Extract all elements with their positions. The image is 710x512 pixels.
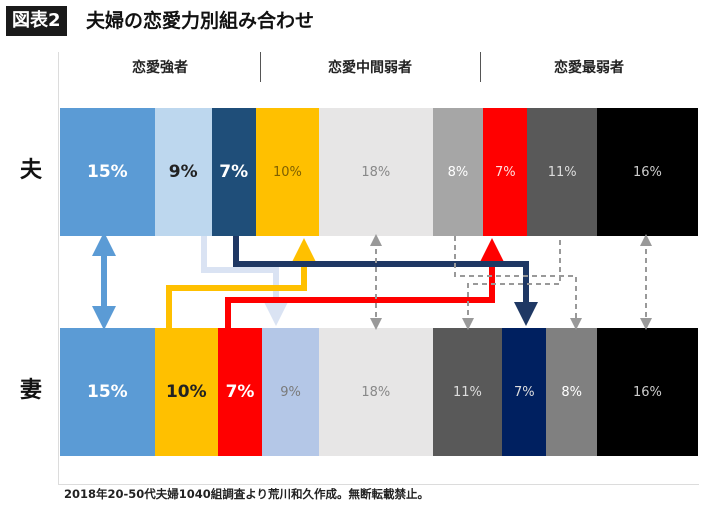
bar-value-label: 7% [219,162,249,182]
bar-segment: 16% [596,328,698,456]
bar-value-label: 18% [361,164,391,180]
source-footnote: 2018年20-50代夫婦1040組調査より荒川和久作成。無断転載禁止。 [64,487,430,501]
wife-stacked-bar: 15% 10% 7% 9% 18% 11% 7% 8% 16% [60,328,698,456]
bar-segment: 9% [262,328,319,456]
bar-segment: 7% [217,328,263,456]
bar-segment: 7% [211,108,256,236]
bar-segment: 16% [596,108,698,236]
link-husband11-wife11 [462,240,561,330]
bar-value-label: 7% [225,382,255,402]
bar-segment: 10% [255,108,319,236]
bar-segment: 7% [502,328,547,456]
row-label-wife: 妻 [19,378,42,403]
link-wife10-husband10 [166,238,316,328]
bar-segment: 10% [154,328,218,456]
bar-segment: 15% [60,328,155,456]
bar-value-label: 15% [87,162,128,182]
bar-segment: 11% [527,108,597,236]
chart-frame [58,52,699,485]
bar-value-label: 18% [361,384,391,400]
bar-value-label: 11% [452,384,482,400]
husband-stacked-bar: 15% 9% 7% 10% 18% 8% 7% 11% 16% [60,108,698,236]
bar-value-label: 16% [633,384,662,400]
group-divider-1 [260,52,261,82]
bar-value-label: 7% [495,164,516,180]
row-label-husband: 夫 [19,158,42,183]
bar-value-label: 8% [561,384,582,400]
bar-value-label: 9% [280,384,301,400]
group-label-weakest: 恋愛最弱者 [554,60,624,76]
bar-segment: 18% [318,328,433,456]
group-label-strong: 恋愛強者 [132,60,188,76]
group-label-middle: 恋愛中間弱者 [328,60,412,76]
link-husband9-wife9 [201,236,288,326]
bar-value-label: 11% [547,164,577,180]
link-husband8-wife8 [454,236,582,330]
figure-number-badge: 図表2 [6,6,67,36]
bar-segment: 9% [154,108,212,236]
bar-value-label: 15% [87,382,128,402]
bar-segment: 8% [432,108,484,236]
chart-title: 夫婦の恋愛力別組み合わせ [86,10,315,32]
bar-value-label: 7% [513,384,535,400]
bar-value-label: 8% [447,164,469,180]
bar-segment: 8% [546,328,597,456]
group-divider-2 [480,52,481,82]
bar-segment: 18% [318,108,433,236]
bar-value-label: 9% [168,162,198,182]
bar-segment: 7% [483,108,528,236]
bar-segment: 15% [60,108,155,236]
bar-value-label: 16% [633,164,662,180]
bar-value-label: 10% [272,164,302,180]
bar-segment: 11% [432,328,503,456]
bar-value-label: 10% [165,382,207,402]
